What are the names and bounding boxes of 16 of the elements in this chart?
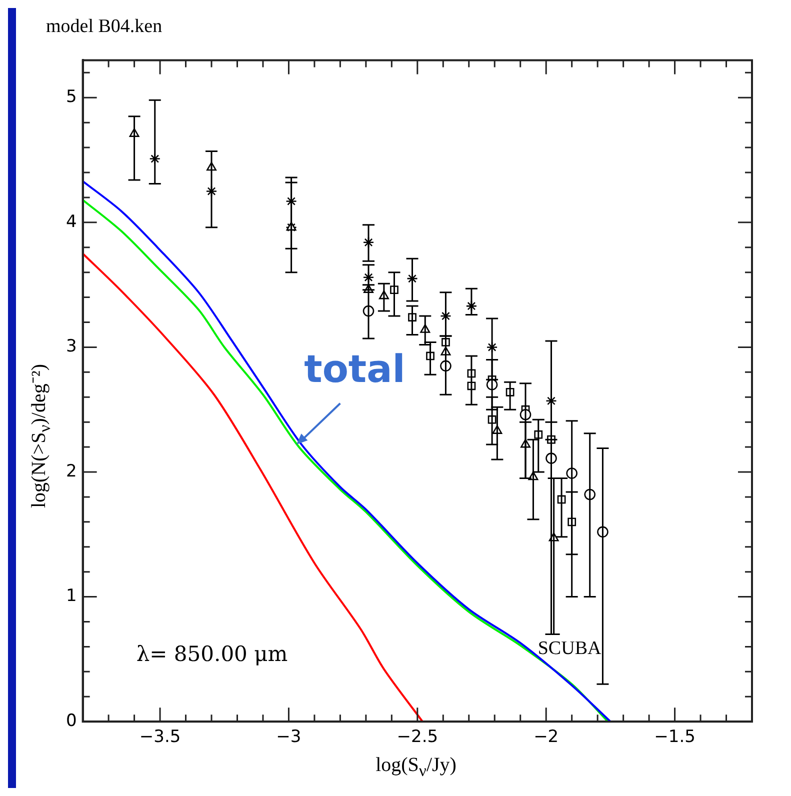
x-tick-label: −1.5 [654,727,696,748]
y-tick-label: 0 [66,711,77,732]
x-tick-label: −3 [276,727,302,748]
chart-title: model B04.ken [46,16,162,38]
y-tick-label: 1 [66,586,77,606]
annotation: SCUBA [538,638,602,659]
annotation: λ= 850.00 μm [136,642,288,666]
x-axis-title: log(S$_{ν}$/Jy) [374,754,458,781]
y-tick-label: 3 [66,336,77,357]
x-tick-label: −3.5 [139,727,181,748]
annotation: total [304,347,406,392]
x-tick-label: −2 [534,727,559,748]
y-tick-label: 5 [66,87,77,108]
y-tick-label: 2 [66,461,77,482]
y-tick-label: 4 [66,212,77,232]
x-tick-label: −2.5 [396,727,438,748]
